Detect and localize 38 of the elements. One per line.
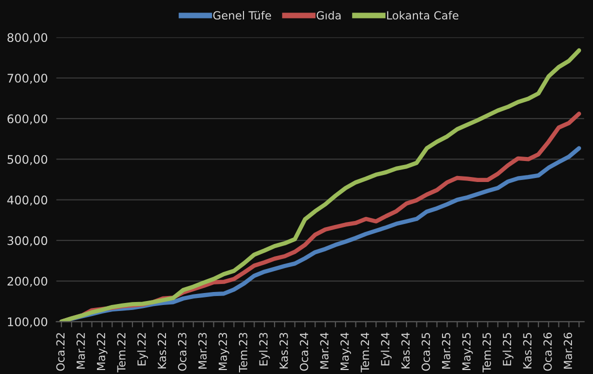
x-tick-label: Oca.25 <box>422 333 430 371</box>
x-tick-label: Mar.24 <box>320 332 329 369</box>
x-tick-label: Kas.25 <box>523 333 532 368</box>
y-tick-label: 600,00 <box>8 114 48 124</box>
x-tick-label: Tem.24 <box>360 332 370 372</box>
x-tick-label: Mar.25 <box>442 333 450 369</box>
y-tick-label: 800,00 <box>7 33 48 44</box>
x-tick-label: May.23 <box>218 332 230 370</box>
y-tick-label: 200,00 <box>8 276 48 287</box>
x-tick-label: Mar.22 <box>76 333 85 369</box>
x-tick-label: Kas.23 <box>280 332 288 368</box>
x-tick-label: May.22 <box>96 333 108 370</box>
x-tick-label: Oca.22 <box>56 333 65 371</box>
y-tick-label: 400,00 <box>7 196 48 206</box>
y-tick-label: 300,00 <box>8 236 48 246</box>
y-tick-label: 100,00 <box>8 317 48 328</box>
x-tick-label: Tem.25 <box>482 333 491 372</box>
line-series <box>59 48 582 322</box>
legend-label: Gıda <box>316 10 341 20</box>
x-tick-label: Oca.23 <box>178 332 186 371</box>
x-tick-label: Eyl.25 <box>502 333 514 366</box>
x-tick-label: Kas.24 <box>401 332 410 368</box>
x-tick-label: Tem.23 <box>238 332 248 372</box>
x-tick-label: May.24 <box>340 332 351 370</box>
y-tick-label: 700,00 <box>8 74 48 84</box>
x-tick-label: Eyl.23 <box>259 332 270 366</box>
legend-label: Lokanta Cafe <box>387 10 458 20</box>
x-tick-label: Mar.23 <box>198 332 207 369</box>
y-tick-label: 500,00 <box>8 154 48 166</box>
x-tick-label: Oca.26 <box>543 332 552 371</box>
x-tick-label: Tem.22 <box>117 333 126 372</box>
x-tick-label: Eyl.24 <box>380 332 392 366</box>
x-tick-label: Oca.24 <box>300 332 308 371</box>
x-tick-label: Mar.26 <box>564 332 572 369</box>
x-tick-label: May.25 <box>462 333 473 370</box>
x-tick-label: Eyl.22 <box>137 333 148 366</box>
x-tick-label: Kas.22 <box>158 333 166 368</box>
legend-label: Genel Tüfe <box>213 10 272 20</box>
